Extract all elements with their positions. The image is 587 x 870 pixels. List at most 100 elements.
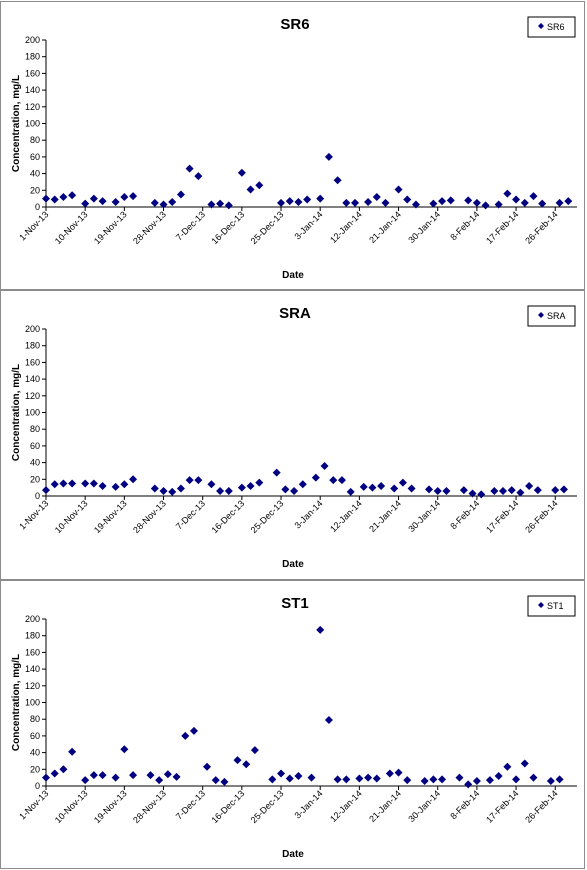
data-point-sr6 [111,197,120,206]
y-tick-label: 40 [30,748,40,758]
chart-title: SR6 [280,16,309,33]
data-point-sra [89,479,98,488]
x-tick-label: 21-Jan-14 [367,209,403,245]
data-point-sra [499,486,508,495]
x-tick-label: 12-Jan-14 [328,788,364,824]
data-point-st1 [485,776,494,785]
data-point-st1 [503,762,512,771]
data-point-st1 [50,769,59,778]
data-point-st1 [211,776,220,785]
y-tick-label: 40 [30,169,40,179]
x-tick-label: 8-Feb-14 [448,788,481,821]
data-point-sra [168,487,177,496]
data-point-st1 [472,776,481,785]
data-point-sr6 [411,200,420,209]
data-point-sra [346,487,355,496]
data-point-sra [216,486,225,495]
data-point-sr6 [255,181,264,190]
data-point-st1 [355,774,364,783]
x-tick-label: 30-Jan-14 [406,209,442,245]
data-point-sr6 [394,185,403,194]
x-tick-label: 26-Feb-14 [523,498,559,534]
data-point-st1 [385,769,394,778]
data-point-sr6 [481,201,490,210]
data-point-st1 [520,759,529,768]
data-point-st1 [250,746,259,755]
x-tick-label: 10-Nov-13 [53,788,90,825]
data-point-sr6 [342,198,351,207]
data-point-sra [377,481,386,490]
data-point-sr6 [351,198,360,207]
x-tick-label: 30-Jan-14 [406,498,442,534]
y-tick-label: 120 [25,681,40,691]
data-point-sr6 [81,199,90,208]
x-tick-label: 7-Dec-13 [174,209,207,242]
data-point-sra [507,486,516,495]
data-point-sr6 [194,172,203,181]
data-point-sra [559,485,568,494]
data-point-st1 [81,776,90,785]
x-tick-label: 17-Feb-14 [484,788,520,824]
x-tick-label: 3-Jan-14 [292,209,324,241]
data-point-sr6 [42,194,50,203]
x-axis-label: Date [282,559,304,570]
data-point-sra [290,486,299,495]
data-point-st1 [220,777,229,786]
x-tick-label: 10-Nov-13 [53,498,90,535]
chart-svg-st1: ST1 0 20 40 60 80 100 120 140 160 180 200 1-Nov-13 10… [11,595,577,860]
y-tick-label: 100 [25,119,40,129]
data-point-sr6 [237,168,246,177]
data-point-sra [459,486,468,495]
y-tick-label: 200 [25,324,40,334]
data-point-sra [237,483,246,492]
data-point-sr6 [216,199,225,208]
x-tick-label: 26-Feb-14 [523,209,559,245]
x-tick-label: 8-Feb-14 [448,498,481,531]
chart-svg-sra: SRA 0 20 40 60 80 100 120 140 160 180 200 1-Nov-13 10… [11,305,577,570]
x-tick-label: 16-Dec-13 [209,209,246,246]
x-tick-label: 17-Feb-14 [484,209,520,245]
data-point-sra [255,478,264,487]
data-point-sra [159,486,168,495]
legend: SR6 [527,16,576,38]
data-point-sra [368,483,377,492]
y-tick-label: 60 [30,441,40,451]
data-point-sra [150,484,159,493]
data-point-sr6 [364,197,373,206]
data-point-sra [337,476,346,485]
data-point-sra [224,486,233,495]
y-tick-label: 140 [25,85,40,95]
y-tick-label: 120 [25,102,40,112]
y-tick-label: 140 [25,664,40,674]
data-point-sra [442,486,451,495]
legend-label: SR6 [547,22,565,32]
data-point-st1 [512,775,521,784]
data-point-sr6 [503,189,512,198]
x-tick-label: 16-Dec-13 [209,788,246,825]
data-point-st1 [268,775,277,784]
data-point-st1 [42,773,50,782]
data-point-st1 [455,773,464,782]
data-point-sr6 [520,198,529,207]
y-tick-label: 140 [25,374,40,384]
x-tick-label: 3-Jan-14 [292,788,324,820]
legend-box [527,16,576,38]
data-point-sra [477,490,486,499]
data-point-sra [272,468,281,477]
data-point-st1 [146,771,155,780]
legend-marker-icon [538,602,544,608]
data-point-st1 [342,775,351,784]
data-point-st1 [129,771,138,780]
data-point-st1 [203,762,212,771]
data-point-st1 [364,773,373,782]
x-tick-label: 1-Nov-13 [17,498,50,531]
data-point-sra [120,480,129,489]
data-point-st1 [89,771,98,780]
data-point-sra [525,481,534,490]
y-tick-label: 20 [30,185,40,195]
data-point-st1 [233,756,242,765]
y-tick-label: 20 [30,764,40,774]
data-point-st1 [294,771,303,780]
data-point-sr6 [98,197,107,206]
data-point-sr6 [403,195,412,204]
